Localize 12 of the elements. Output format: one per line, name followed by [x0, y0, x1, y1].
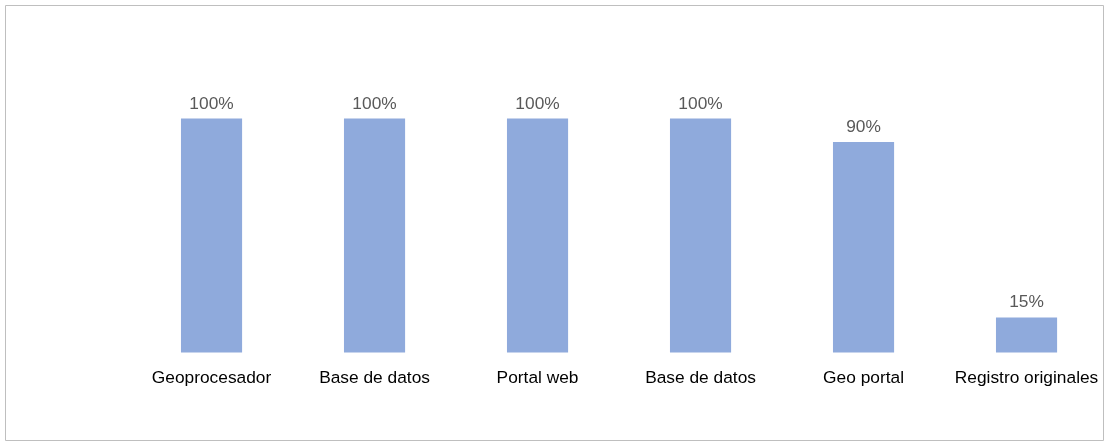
data-label: 15% [1009, 291, 1044, 312]
data-label: 100% [352, 92, 397, 113]
data-label: 100% [678, 92, 723, 113]
data-label: 100% [515, 92, 560, 113]
x-tick-label: Base de datos [645, 366, 757, 387]
x-tick-label: Base de datos [319, 366, 431, 387]
x-tick-label: Portal web [496, 366, 579, 387]
x-tick-label: Geo portal [823, 366, 904, 387]
x-tick-label: Geoprocesador [151, 366, 272, 387]
data-label: 100% [189, 92, 234, 113]
data-label: 90% [846, 115, 881, 136]
x-tick-label: Registro originales [954, 366, 1099, 387]
